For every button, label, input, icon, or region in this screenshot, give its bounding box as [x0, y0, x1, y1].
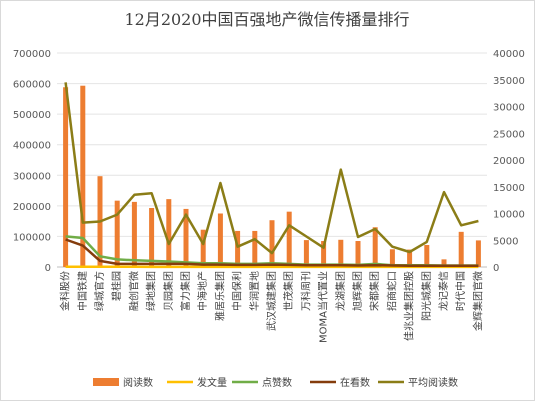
category-label: 富力集团	[179, 271, 192, 311]
right-y-axis: 0 5000 10000 15000 20000 25000 30000 35000 40000	[493, 49, 525, 274]
bar-阅读数	[235, 230, 241, 267]
bar-阅读数	[149, 207, 155, 267]
category-label: 中国保利	[231, 271, 244, 311]
bar-阅读数	[458, 231, 464, 267]
bar-阅读数	[217, 213, 223, 267]
bar-阅读数	[252, 230, 258, 267]
category-label: 雅居乐集团	[213, 271, 226, 321]
legend-label: 平均阅读数	[408, 376, 458, 389]
legend-label: 点赞数	[262, 376, 292, 389]
left-tick-label: 700000	[13, 49, 51, 60]
category-label: 佳兆业集团控股	[403, 271, 416, 341]
right-tick-label: 10000	[493, 210, 525, 221]
bar-阅读数	[303, 240, 309, 267]
category-label: 时代中国	[454, 271, 467, 311]
category-label: 世茂集团	[282, 271, 295, 311]
category-label: 招商蛇口	[385, 271, 398, 311]
bar-阅读数	[80, 85, 86, 267]
category-label: 武汉城建集团	[265, 271, 278, 331]
bar-阅读数	[372, 227, 378, 267]
right-tick-label: 25000	[493, 129, 525, 140]
bar-阅读数	[338, 239, 344, 267]
bar-阅读数	[63, 87, 69, 268]
category-label: 旭辉集团	[351, 271, 364, 311]
bar-阅读数	[166, 199, 172, 267]
left-y-axis: 0 100000 200000 300000 400000 500000 600000 700…	[13, 49, 51, 274]
bar-阅读数	[321, 241, 327, 267]
category-label: MOMA当代置业	[317, 271, 330, 343]
left-tick-label: 200000	[13, 202, 51, 213]
category-label: 万科周刊	[299, 271, 312, 311]
right-tick-label: 35000	[493, 76, 525, 87]
category-label: 金辉集团官微	[471, 271, 484, 331]
bar-series	[63, 85, 481, 268]
category-label: 龙湖集团	[334, 271, 347, 311]
bar-阅读数	[424, 244, 430, 267]
category-label: 绿地集团	[145, 271, 158, 311]
left-tick-label: 600000	[13, 80, 51, 91]
legend: 阅读数 发文量 点赞数 在看数 平均阅读数	[93, 376, 458, 389]
bar-阅读数	[441, 259, 447, 267]
legend-label: 阅读数	[123, 376, 153, 389]
category-label: 中国铁建	[76, 271, 89, 311]
line-平均阅读数	[64, 82, 479, 255]
right-tick-label: 5000	[493, 236, 518, 247]
right-tick-label: 0	[493, 263, 499, 274]
category-label: 龙记泰信	[437, 271, 450, 311]
bar-阅读数	[407, 249, 413, 267]
chart-title: 12月2020中国百强地产微信传播量排行	[124, 10, 409, 29]
category-label: 中海地产	[196, 271, 209, 311]
left-tick-label: 100000	[13, 232, 51, 243]
bar-阅读数	[475, 240, 481, 267]
category-label: 碧桂园	[110, 271, 123, 301]
category-label: 融创官微	[127, 271, 140, 311]
right-tick-label: 20000	[493, 156, 525, 167]
left-tick-label: 400000	[13, 141, 51, 152]
bar-阅读数	[286, 211, 292, 267]
category-label: 华润置地	[248, 271, 261, 311]
right-tick-label: 40000	[493, 49, 525, 60]
left-tick-label: 500000	[13, 110, 51, 121]
bar-阅读数	[131, 201, 137, 267]
legend-label: 在看数	[340, 376, 370, 389]
legend-swatch	[93, 378, 119, 386]
line-series	[64, 82, 479, 269]
right-tick-label: 30000	[493, 103, 525, 114]
category-label: 宋都集团	[368, 271, 381, 311]
legend-label: 发文量	[197, 376, 227, 389]
bar-阅读数	[389, 249, 395, 267]
category-label: 阳光城集团	[420, 271, 433, 321]
category-label: 贝园集团	[162, 271, 175, 311]
bar-阅读数	[200, 229, 206, 267]
bar-阅读数	[114, 200, 120, 267]
right-tick-label: 15000	[493, 183, 525, 194]
line-在看数	[65, 238, 479, 268]
category-label: 金科股份	[59, 271, 72, 311]
left-tick-label: 0	[45, 263, 51, 274]
bar-阅读数	[183, 208, 189, 267]
bar-阅读数	[269, 220, 275, 267]
bar-阅读数	[355, 241, 361, 267]
x-axis-labels: 金科股份 中国铁建 绿城官方 碧桂园 融创官微 绿地集团 贝园集团 富力集团 中海地产 雅居乐集团…	[59, 271, 485, 343]
left-tick-label: 300000	[13, 171, 51, 182]
category-label: 绿城官方	[93, 271, 106, 311]
